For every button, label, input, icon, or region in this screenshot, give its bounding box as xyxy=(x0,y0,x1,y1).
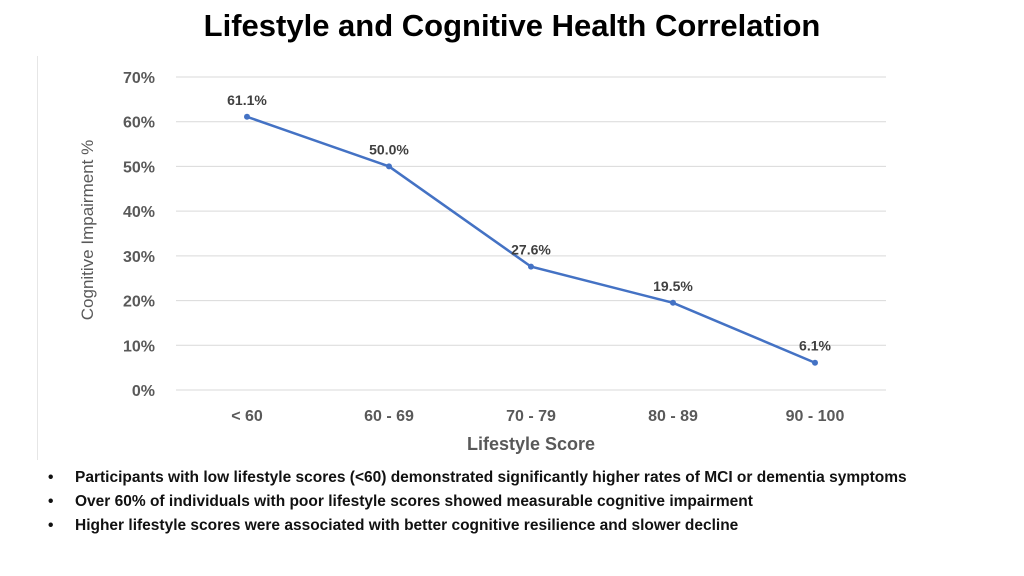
data-point xyxy=(812,359,818,366)
slide-title: Lifestyle and Cognitive Health Correlati… xyxy=(203,8,821,43)
data-point xyxy=(670,299,676,306)
x-tick-label: < 60 xyxy=(231,408,263,425)
chart-frame-edge xyxy=(37,56,38,460)
data-point xyxy=(386,163,392,170)
x-tick-label: 80 - 89 xyxy=(648,408,698,425)
data-label: 50.0% xyxy=(369,141,409,157)
data-label: 61.1% xyxy=(227,92,267,108)
x-axis-label: Lifestyle Score xyxy=(467,434,595,454)
y-tick-label: 10% xyxy=(123,338,155,355)
data-label: 6.1% xyxy=(799,338,831,354)
bullet-item: Higher lifestyle scores were associated … xyxy=(48,515,928,537)
y-tick-label: 30% xyxy=(123,249,155,266)
data-point xyxy=(244,113,250,120)
x-tick-label: 70 - 79 xyxy=(506,408,556,425)
bullet-list: Participants with low lifestyle scores (… xyxy=(48,467,928,537)
data-label: 27.6% xyxy=(511,242,551,258)
y-tick-label: 40% xyxy=(123,204,155,221)
y-tick-label: 70% xyxy=(123,70,155,87)
bullet-item: Over 60% of individuals with poor lifest… xyxy=(48,491,928,513)
series-line xyxy=(246,115,816,364)
x-tick-label: 90 - 100 xyxy=(786,408,845,425)
y-tick-label: 0% xyxy=(132,383,155,400)
y-axis-label: Cognitive Impairment % xyxy=(78,140,97,320)
x-tick-label: 60 - 69 xyxy=(364,408,414,425)
data-label: 19.5% xyxy=(653,278,693,294)
y-tick-label: 60% xyxy=(123,115,155,132)
bullet-item: Participants with low lifestyle scores (… xyxy=(48,467,928,489)
data-point xyxy=(528,263,534,270)
y-tick-label: 50% xyxy=(123,159,155,176)
y-tick-label: 20% xyxy=(123,294,155,311)
line-chart: 0% 10% 20% 30% 40% 50% 60% 70% < 60 60 - 69 70 - … xyxy=(78,70,886,454)
